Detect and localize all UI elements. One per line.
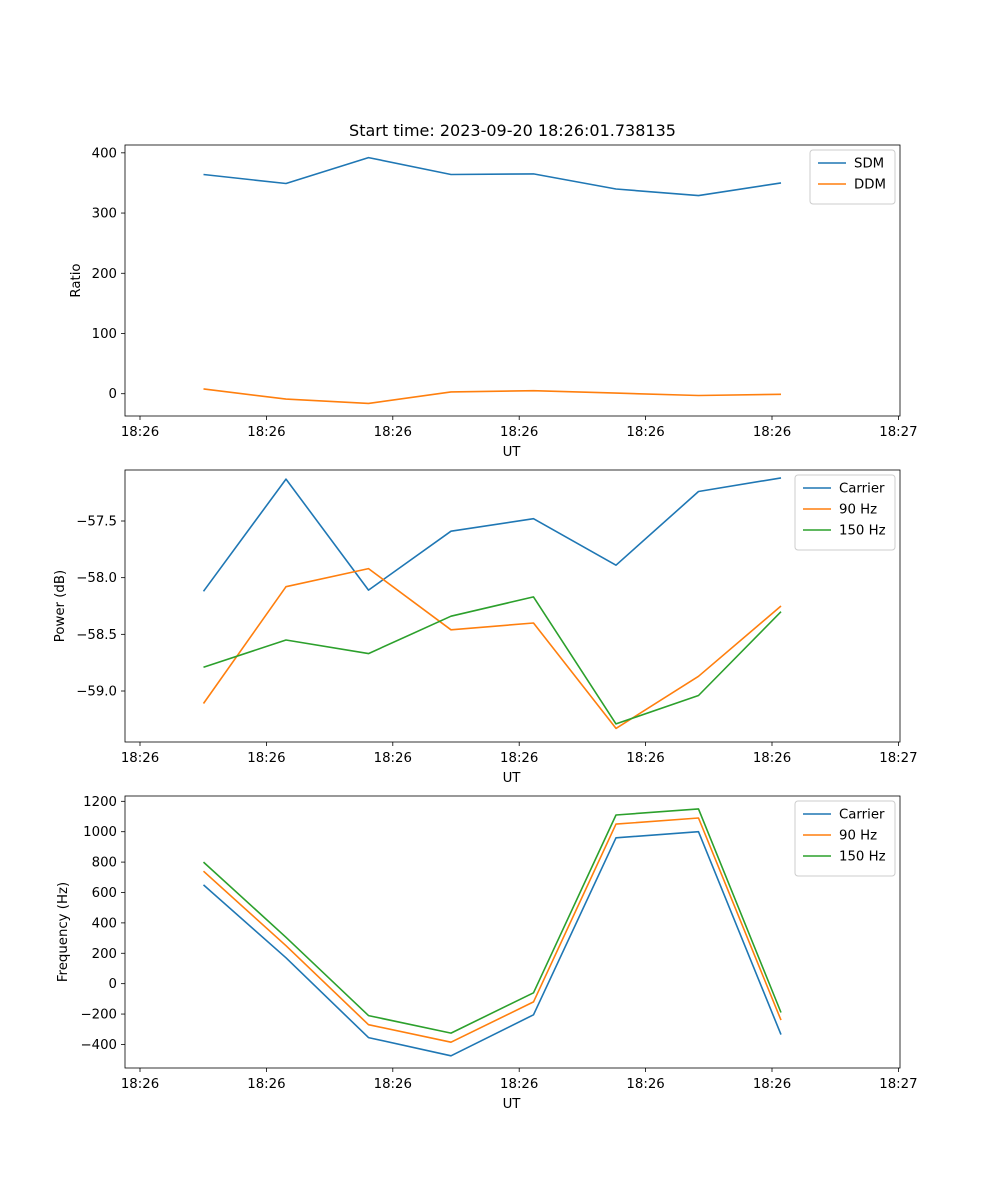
x-axis-label: UT [503, 445, 522, 460]
x-tick-label: 18:26 [500, 1077, 538, 1092]
series-line-90-hz [202, 817, 782, 1043]
legend: Carrier 90 Hz 150 Hz [794, 474, 896, 551]
x-tick-label: 18:26 [121, 751, 159, 766]
legend-box [794, 474, 896, 551]
y-tick-label: 0 [109, 977, 117, 992]
series-line-sdm [203, 156, 782, 197]
plot-frame [124, 144, 901, 417]
legend-label: 150 Hz [839, 524, 886, 539]
legend-label: Carrier [839, 482, 885, 497]
y-tick-label: 200 [92, 267, 117, 282]
y-tick-label: −58.5 [76, 628, 117, 643]
y-tick-label: 400 [92, 916, 117, 931]
series-line-150-hz [202, 808, 782, 1034]
chart-panel-2: −59.0 −58.5 −58.0 −57.5 18:26 18:26 18:26 18:26… [53, 469, 918, 786]
y-tick-label: −57.5 [76, 515, 117, 530]
y-tick-label: 0 [109, 387, 117, 402]
x-tick-label: 18:27 [879, 751, 917, 766]
y-tick-label: −59.0 [76, 685, 117, 700]
x-tick-label: 18:26 [374, 1077, 412, 1092]
x-tick-label: 18:26 [626, 425, 664, 440]
x-tick-label: 18:26 [753, 425, 791, 440]
y-tick-label: −400 [80, 1038, 117, 1053]
y-tick-label: 300 [92, 207, 117, 222]
x-tick-label: 18:26 [500, 425, 538, 440]
series-line-carrier [202, 477, 782, 592]
y-tick-label: 1000 [83, 825, 117, 840]
y-tick-label: 1200 [83, 795, 117, 810]
y-tick-label: 400 [92, 146, 117, 161]
x-tick-label: 18:26 [500, 751, 538, 766]
legend-label: DDM [854, 178, 886, 193]
legend-box [794, 800, 896, 877]
x-tick-label: 18:26 [374, 751, 412, 766]
series-line-90-hz [202, 567, 782, 730]
legend: SDM DDM [809, 149, 896, 205]
legend-label: 150 Hz [839, 850, 886, 865]
y-axis-label: Frequency (Hz) [56, 882, 71, 982]
series-line-ddm [203, 388, 782, 405]
y-axis-label: Power (dB) [53, 570, 68, 642]
y-tick-label: −58.0 [76, 571, 117, 586]
x-tick-label: 18:26 [247, 751, 285, 766]
chart-panel-1: Start time: 2023-09-20 18:26:01.738135 0 1… [69, 121, 918, 460]
x-axis-label: UT [503, 771, 522, 786]
y-tick-label: 800 [92, 856, 117, 871]
chart-title: Start time: 2023-09-20 18:26:01.738135 [349, 121, 676, 140]
x-tick-label: 18:26 [121, 1077, 159, 1092]
x-tick-label: 18:27 [879, 425, 917, 440]
series-line-carrier [202, 830, 782, 1057]
legend-label: 90 Hz [839, 503, 877, 518]
y-tick-label: 200 [92, 947, 117, 962]
x-tick-label: 18:26 [374, 425, 412, 440]
x-tick-label: 18:26 [753, 751, 791, 766]
x-tick-label: 18:26 [247, 1077, 285, 1092]
y-tick-label: 100 [92, 327, 117, 342]
x-tick-label: 18:26 [121, 425, 159, 440]
y-tick-label: 600 [92, 886, 117, 901]
x-tick-label: 18:26 [626, 751, 664, 766]
y-axis-label: Ratio [69, 263, 84, 297]
x-tick-label: 18:26 [247, 425, 285, 440]
plot-frame [124, 469, 901, 743]
x-axis-label: UT [503, 1097, 522, 1112]
legend: Carrier 90 Hz 150 Hz [794, 800, 896, 877]
legend-label: SDM [854, 157, 884, 172]
legend-label: Carrier [839, 808, 885, 823]
x-tick-label: 18:26 [626, 1077, 664, 1092]
chart-panel-3: −400 −200 0 200 400 600 800 1000 1200 18:26 18:26 1… [56, 795, 918, 1112]
y-tick-label: −200 [80, 1008, 117, 1023]
series-line-150-hz [203, 596, 782, 725]
x-tick-label: 18:27 [879, 1077, 917, 1092]
legend-label: 90 Hz [839, 829, 877, 844]
x-tick-label: 18:26 [753, 1077, 791, 1092]
plot-frame [124, 795, 901, 1069]
